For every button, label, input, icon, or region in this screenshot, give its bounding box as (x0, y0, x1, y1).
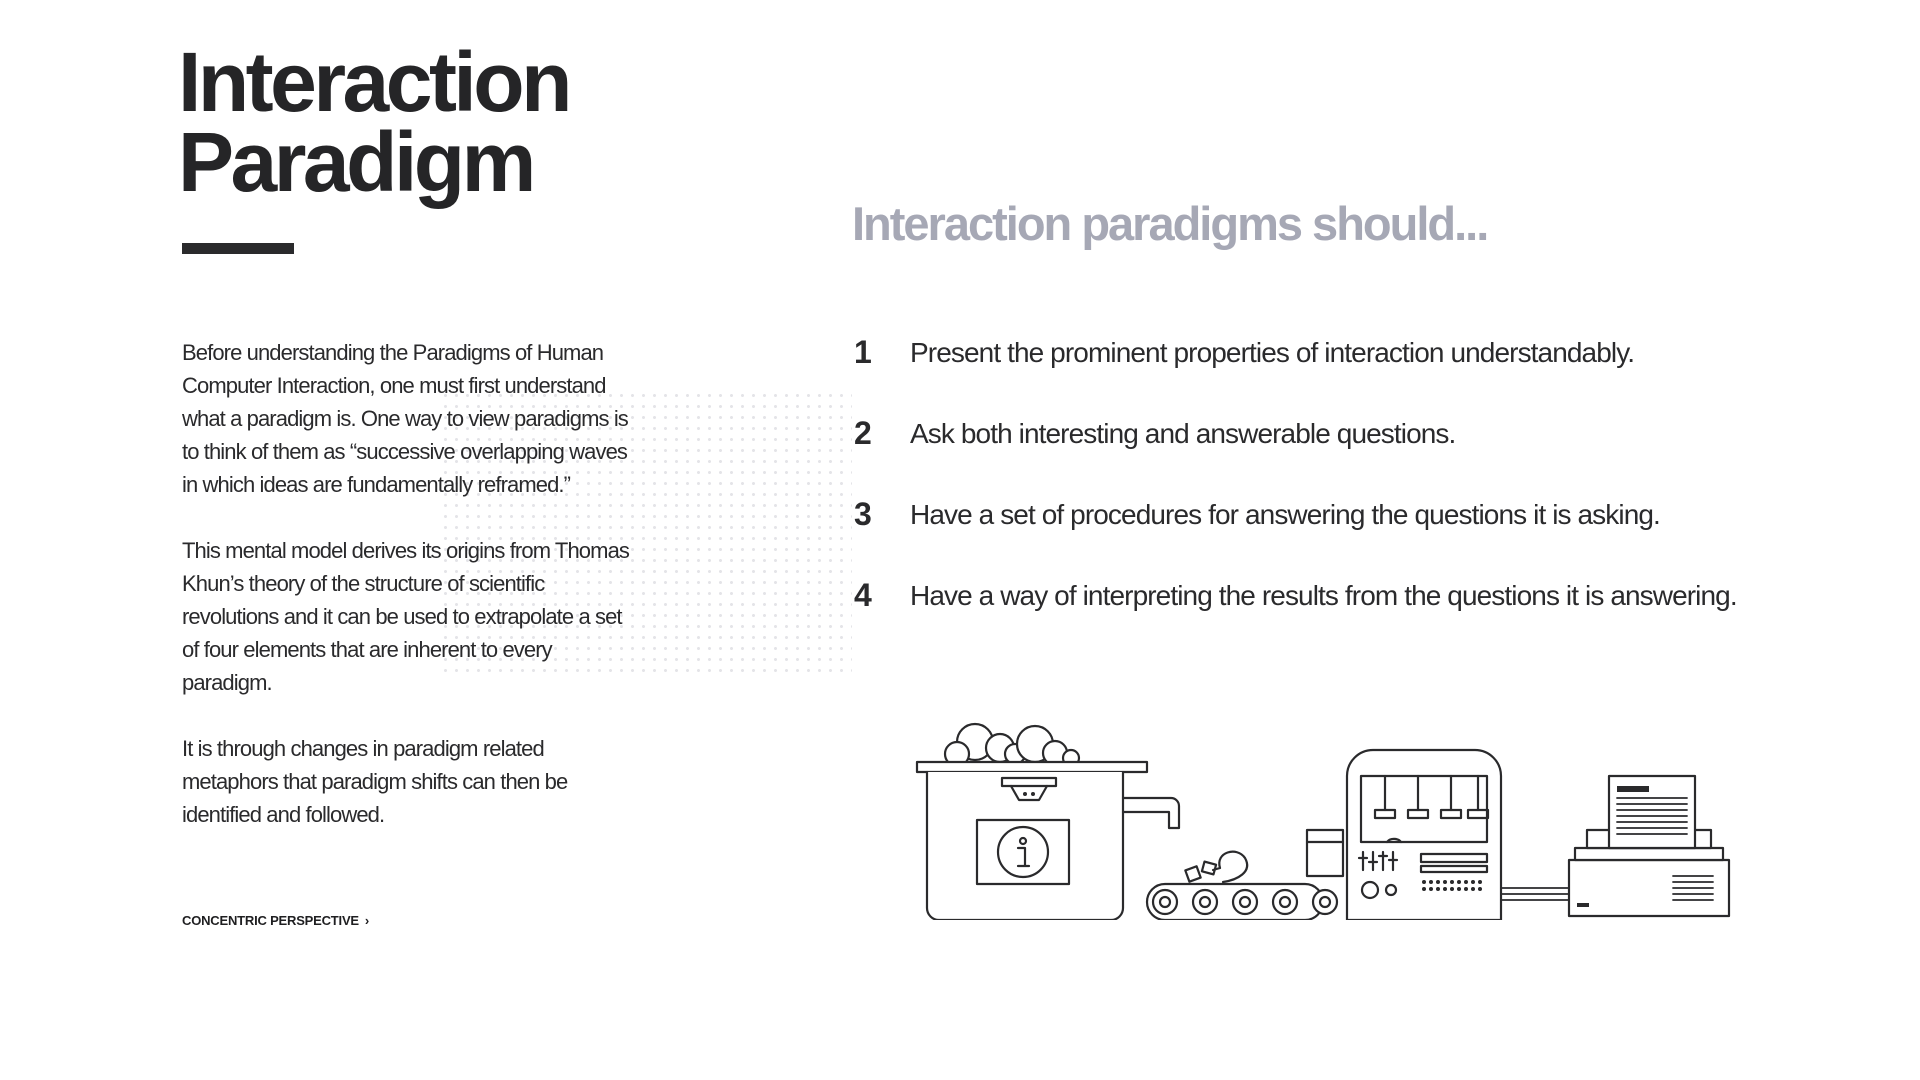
intro-paragraph-1: Before understanding the Paradigms of Hu… (182, 340, 629, 497)
principle-text: Ask both interesting and answerable ques… (910, 418, 1456, 449)
question-mark-icon (1211, 850, 1249, 884)
principle-item: 3 Have a set of procedures for answering… (852, 492, 1892, 573)
principle-item: 1 Present the prominent properties of in… (852, 330, 1892, 411)
conveyor-belt (1145, 828, 1345, 920)
intro-paragraph-3: It is through changes in paradigm relate… (182, 736, 568, 827)
chevron-right-icon: › (364, 913, 370, 928)
hopper-machine (915, 722, 1181, 920)
section-subheading: Interaction paradigms should... (852, 197, 1489, 250)
principle-text: Have a set of procedures for answering t… (910, 499, 1661, 530)
title-underline (182, 243, 294, 254)
machine-illustration (915, 722, 1731, 920)
principle-item: 2 Ask both interesting and answerable qu… (852, 411, 1892, 492)
principle-number: 4 (854, 577, 872, 613)
principle-text: Have a way of interpreting the results f… (910, 580, 1738, 611)
page-title: Interaction Paradigm (178, 35, 572, 209)
slider-icon (1357, 850, 1399, 872)
printer-icon (1567, 774, 1731, 918)
page-title-line-2: Paradigm (178, 115, 536, 209)
principle-item: 4 Have a way of interpreting the results… (852, 573, 1892, 654)
processor-machine (1345, 748, 1503, 920)
dot-pattern-background (440, 390, 852, 680)
principles-list: 1 Present the prominent properties of in… (852, 330, 1892, 654)
principle-number: 3 (854, 496, 872, 532)
page-title-line-1: Interaction (178, 35, 572, 129)
concentric-perspective-link[interactable]: CONCENTRIC PERSPECTIVE › (182, 913, 369, 928)
principle-text: Present the prominent properties of inte… (910, 337, 1635, 368)
principle-number: 1 (854, 334, 872, 370)
link-label: CONCENTRIC PERSPECTIVE (182, 913, 359, 928)
intro-paragraph-2: This mental model derives its origins fr… (182, 538, 630, 695)
info-icon (996, 825, 1050, 879)
principle-number: 2 (854, 415, 872, 451)
intro-text: Before understanding the Paradigms of Hu… (182, 336, 632, 864)
